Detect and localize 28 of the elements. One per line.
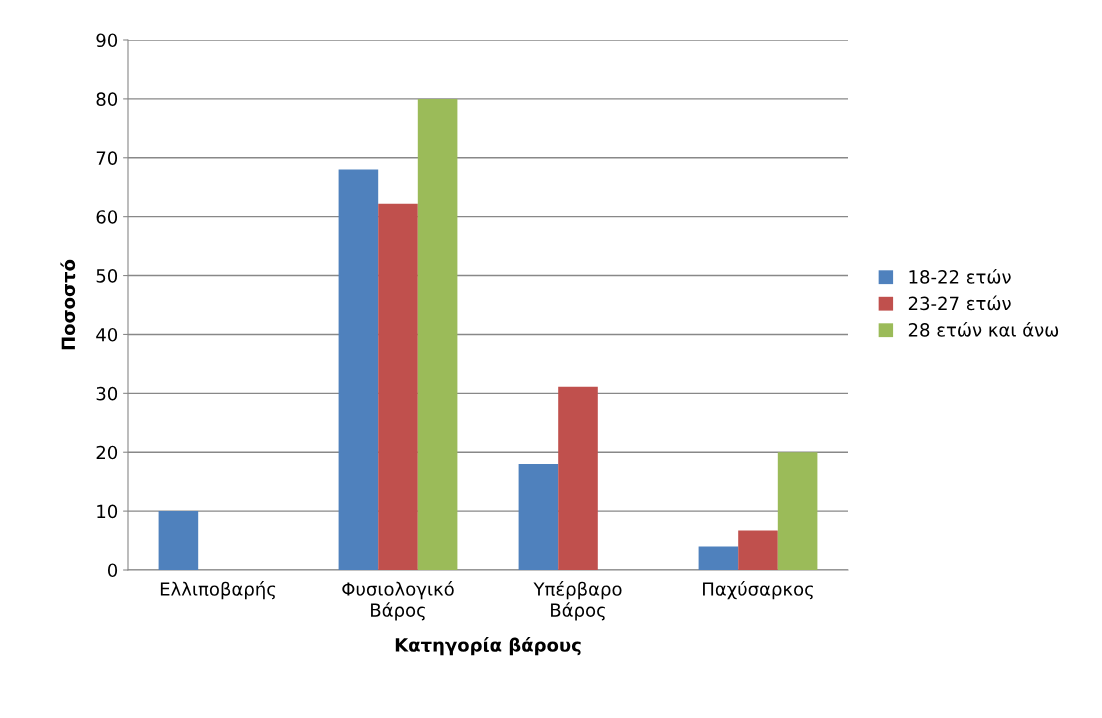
bar xyxy=(738,530,778,570)
y-tick-label: 70 xyxy=(96,151,118,165)
y-tick-label: 90 xyxy=(96,33,118,48)
bar xyxy=(158,511,199,570)
y-tick-label: 50 xyxy=(96,269,118,283)
bar xyxy=(558,386,598,570)
y-tick-label: 10 xyxy=(97,504,118,519)
legend-label: 18-22 ετών xyxy=(909,269,1011,284)
y-tick-label: 0 xyxy=(107,563,118,578)
y-axis-title: Ποσοστό xyxy=(60,259,76,350)
bar xyxy=(698,546,739,570)
x-tick-label: Παχύσαρκος xyxy=(703,581,813,600)
legend-label: 23-27 ετών xyxy=(908,295,1011,311)
bar xyxy=(338,169,379,570)
bar xyxy=(417,98,458,570)
x-axis-title: Κατηγορία βάρους xyxy=(395,637,581,656)
legend-label: 28 ετών και άνω xyxy=(908,322,1059,337)
x-tick-label: Φυσιολογικό Βάρος xyxy=(342,581,454,621)
y-tick-label: 30 xyxy=(96,386,118,401)
bar xyxy=(518,464,559,570)
y-tick-label: 40 xyxy=(96,327,118,342)
x-tick-label: Ελλιποβαρής xyxy=(160,581,276,600)
bar xyxy=(378,203,418,570)
y-tick-label: 80 xyxy=(96,92,118,107)
y-tick-label: 60 xyxy=(96,210,118,224)
bar xyxy=(777,452,818,570)
y-tick-label: 20 xyxy=(96,445,118,460)
x-tick-label: Υπέρβαρο Βάρος xyxy=(533,581,622,621)
